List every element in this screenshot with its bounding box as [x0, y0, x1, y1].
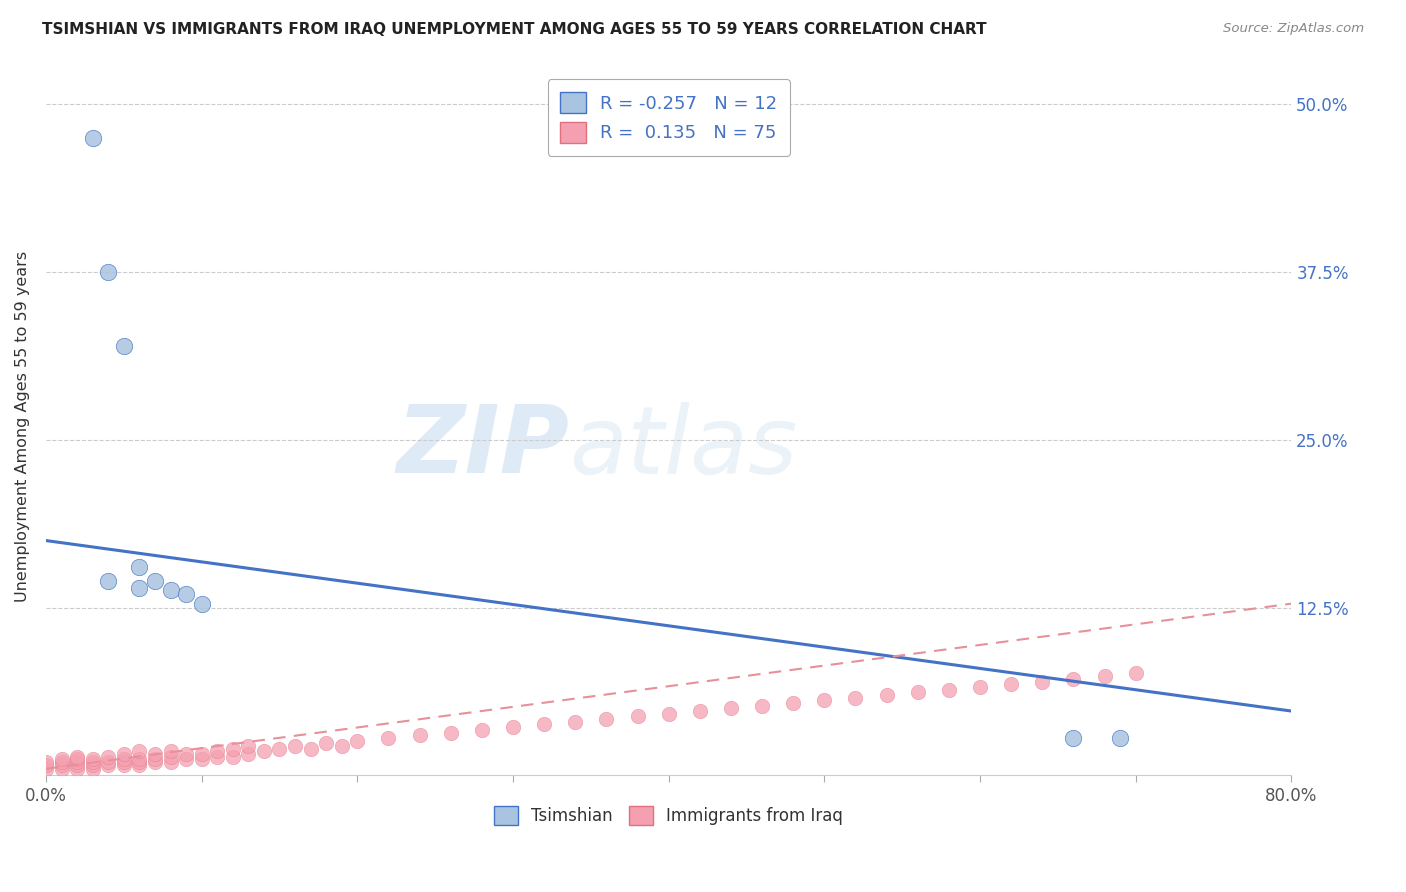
Point [330, 739, 353, 753]
Point [51, 755, 73, 769]
Point [82, 755, 104, 769]
Point [533, 717, 555, 731]
Point [51, 752, 73, 766]
Point [128, 757, 150, 772]
Point [907, 685, 929, 699]
Point [82, 762, 104, 776]
Point [97, 755, 120, 769]
Point [66, 749, 89, 764]
Point [782, 696, 804, 710]
Point [595, 712, 617, 726]
Point [969, 680, 991, 694]
Point [1031, 674, 1053, 689]
Point [97, 749, 120, 764]
Point [112, 747, 135, 761]
Point [471, 723, 494, 737]
Point [82, 752, 104, 766]
Point [51, 757, 73, 772]
Point [128, 560, 150, 574]
Point [51, 762, 73, 776]
Text: TSIMSHIAN VS IMMIGRANTS FROM IRAQ UNEMPLOYMENT AMONG AGES 55 TO 59 YEARS CORRELA: TSIMSHIAN VS IMMIGRANTS FROM IRAQ UNEMPL… [42, 22, 987, 37]
Point [112, 339, 135, 353]
Point [97, 574, 120, 588]
Point [1109, 731, 1132, 745]
Point [626, 709, 648, 723]
Point [813, 693, 835, 707]
Point [159, 749, 181, 764]
Point [159, 583, 181, 598]
Point [82, 757, 104, 772]
Point [1094, 669, 1116, 683]
Point [222, 741, 245, 756]
Point [1125, 666, 1147, 681]
Point [720, 701, 742, 715]
Point [315, 736, 337, 750]
Point [174, 587, 197, 601]
Point [284, 739, 307, 753]
Point [564, 714, 586, 729]
Point [190, 597, 212, 611]
Point [128, 744, 150, 758]
Point [346, 733, 368, 747]
Point [143, 752, 166, 766]
Point [66, 752, 89, 766]
Point [143, 747, 166, 761]
Point [205, 749, 228, 764]
Point [222, 749, 245, 764]
Point [938, 682, 960, 697]
Point [269, 741, 291, 756]
Text: atlas: atlas [569, 402, 797, 493]
Point [97, 265, 120, 279]
Point [751, 698, 773, 713]
Point [440, 725, 463, 739]
Point [377, 731, 399, 745]
Point [1000, 677, 1022, 691]
Point [238, 739, 260, 753]
Point [205, 744, 228, 758]
Point [658, 706, 681, 721]
Point [128, 581, 150, 595]
Legend: Tsimshian, Immigrants from Iraq: Tsimshian, Immigrants from Iraq [486, 797, 851, 833]
Point [143, 755, 166, 769]
Point [689, 704, 711, 718]
Point [1062, 731, 1084, 745]
Point [112, 752, 135, 766]
Text: Source: ZipAtlas.com: Source: ZipAtlas.com [1223, 22, 1364, 36]
Point [408, 728, 430, 742]
Point [502, 720, 524, 734]
Point [159, 755, 181, 769]
Point [66, 757, 89, 772]
Point [159, 744, 181, 758]
Point [174, 752, 197, 766]
Point [299, 741, 322, 756]
Point [1062, 672, 1084, 686]
Point [35, 757, 58, 772]
Point [174, 747, 197, 761]
Point [128, 755, 150, 769]
Point [190, 747, 212, 761]
Point [35, 762, 58, 776]
Point [112, 755, 135, 769]
Point [876, 688, 898, 702]
Point [97, 757, 120, 772]
Point [190, 752, 212, 766]
Point [66, 762, 89, 776]
Point [82, 131, 104, 145]
Point [66, 755, 89, 769]
Y-axis label: Unemployment Among Ages 55 to 59 years: Unemployment Among Ages 55 to 59 years [15, 251, 30, 602]
Point [253, 744, 276, 758]
Point [844, 690, 866, 705]
Text: ZIP: ZIP [396, 401, 569, 493]
Point [143, 574, 166, 588]
Point [35, 755, 58, 769]
Point [128, 752, 150, 766]
Point [112, 757, 135, 772]
Point [238, 747, 260, 761]
